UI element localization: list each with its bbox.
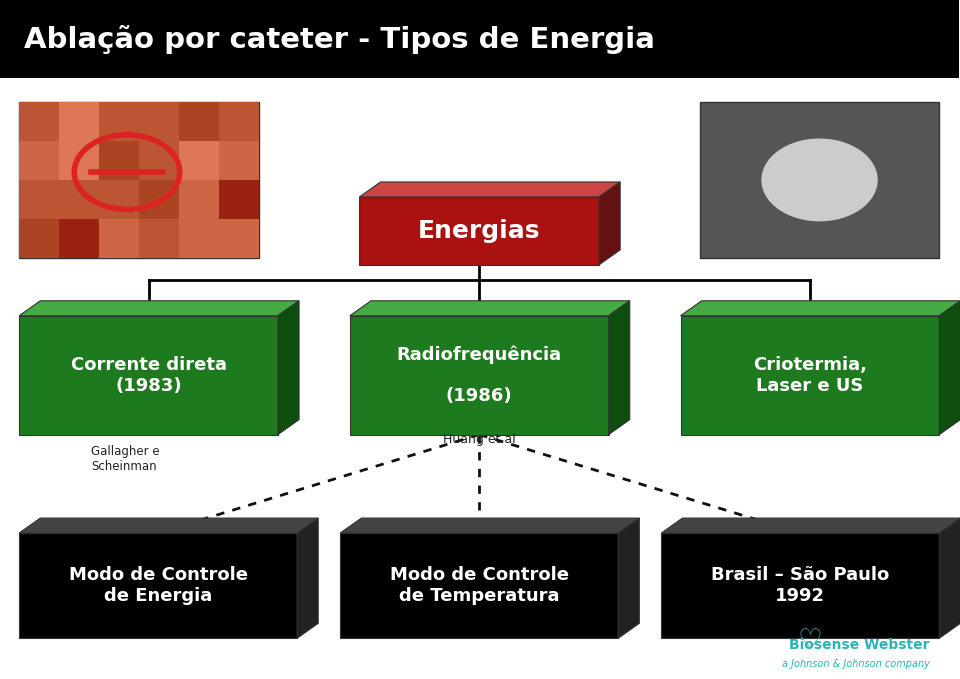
FancyBboxPatch shape bbox=[99, 180, 139, 219]
FancyBboxPatch shape bbox=[179, 219, 219, 258]
FancyBboxPatch shape bbox=[359, 197, 599, 265]
FancyBboxPatch shape bbox=[219, 102, 259, 141]
FancyBboxPatch shape bbox=[661, 533, 939, 638]
FancyBboxPatch shape bbox=[139, 180, 179, 219]
Text: Modo de Controle
de Temperatura: Modo de Controle de Temperatura bbox=[390, 566, 568, 605]
Text: Criotermia,
Laser e US: Criotermia, Laser e US bbox=[753, 356, 867, 394]
Text: Modo de Controle
de Energia: Modo de Controle de Energia bbox=[69, 566, 248, 605]
FancyBboxPatch shape bbox=[349, 316, 609, 435]
FancyBboxPatch shape bbox=[60, 180, 99, 219]
Polygon shape bbox=[681, 301, 960, 316]
FancyBboxPatch shape bbox=[0, 0, 958, 78]
FancyBboxPatch shape bbox=[60, 141, 99, 180]
FancyBboxPatch shape bbox=[60, 219, 99, 258]
FancyBboxPatch shape bbox=[19, 316, 278, 435]
FancyBboxPatch shape bbox=[219, 219, 259, 258]
FancyBboxPatch shape bbox=[19, 102, 60, 141]
FancyBboxPatch shape bbox=[139, 102, 179, 141]
Polygon shape bbox=[298, 518, 318, 638]
Text: Brasil – São Paulo
1992: Brasil – São Paulo 1992 bbox=[711, 566, 890, 605]
FancyBboxPatch shape bbox=[700, 102, 939, 258]
FancyBboxPatch shape bbox=[139, 219, 179, 258]
FancyBboxPatch shape bbox=[99, 219, 139, 258]
Polygon shape bbox=[349, 301, 630, 316]
Polygon shape bbox=[661, 518, 960, 533]
Polygon shape bbox=[359, 182, 620, 197]
FancyBboxPatch shape bbox=[219, 141, 259, 180]
FancyBboxPatch shape bbox=[99, 141, 139, 180]
FancyBboxPatch shape bbox=[219, 180, 259, 219]
Polygon shape bbox=[618, 518, 639, 638]
Polygon shape bbox=[599, 182, 620, 265]
FancyBboxPatch shape bbox=[19, 141, 60, 180]
Polygon shape bbox=[939, 518, 960, 638]
Text: Radiofrequência

(1986): Radiofrequência (1986) bbox=[396, 345, 562, 405]
Polygon shape bbox=[609, 301, 630, 435]
Circle shape bbox=[762, 139, 877, 221]
Text: Energias: Energias bbox=[418, 219, 540, 243]
FancyBboxPatch shape bbox=[19, 102, 259, 258]
Polygon shape bbox=[19, 301, 300, 316]
FancyBboxPatch shape bbox=[19, 533, 298, 638]
FancyBboxPatch shape bbox=[19, 180, 60, 219]
Text: Huang et al: Huang et al bbox=[443, 433, 516, 446]
Polygon shape bbox=[19, 518, 318, 533]
FancyBboxPatch shape bbox=[19, 219, 60, 258]
Polygon shape bbox=[340, 518, 639, 533]
Text: Gallagher e
Scheinman: Gallagher e Scheinman bbox=[91, 445, 159, 473]
FancyBboxPatch shape bbox=[179, 102, 219, 141]
Text: Ablação por cateter - Tipos de Energia: Ablação por cateter - Tipos de Energia bbox=[24, 24, 655, 54]
FancyBboxPatch shape bbox=[179, 141, 219, 180]
Text: a Johnson & Johnson company: a Johnson & Johnson company bbox=[781, 659, 929, 669]
Polygon shape bbox=[939, 301, 960, 435]
FancyBboxPatch shape bbox=[60, 102, 99, 141]
Text: ♡: ♡ bbox=[798, 627, 823, 656]
FancyBboxPatch shape bbox=[340, 533, 618, 638]
Polygon shape bbox=[278, 301, 300, 435]
Text: Biosense Webster: Biosense Webster bbox=[789, 638, 929, 652]
FancyBboxPatch shape bbox=[681, 316, 939, 435]
FancyBboxPatch shape bbox=[179, 180, 219, 219]
FancyBboxPatch shape bbox=[99, 102, 139, 141]
FancyBboxPatch shape bbox=[139, 141, 179, 180]
Text: Corrente direta
(1983): Corrente direta (1983) bbox=[71, 356, 227, 394]
